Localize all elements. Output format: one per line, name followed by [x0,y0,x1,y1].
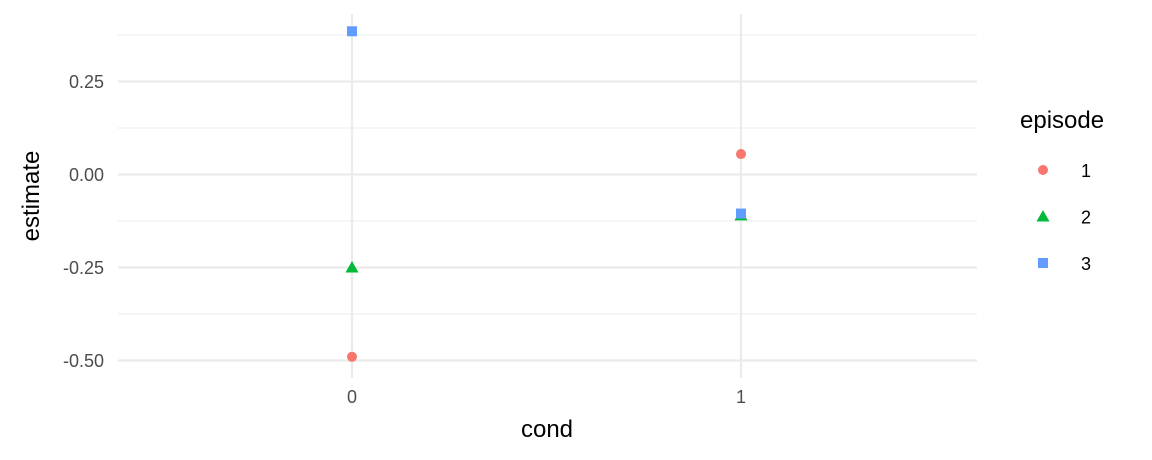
grid-lines [118,14,977,378]
y-axis-ticks: -0.50 -0.25 0.00 0.25 [63,72,104,371]
legend-key-3 [1038,258,1048,268]
data-point-episode-1 [736,149,746,160]
data-point-episode-3 [736,208,746,219]
y-tick-label: -0.50 [63,351,104,371]
data-points [345,26,748,362]
legend-title: episode [1020,107,1104,134]
y-tick-label: -0.25 [63,258,104,278]
legend-label: 3 [1081,254,1091,274]
y-tick-label: 0.00 [69,165,104,185]
legend-label: 2 [1081,208,1091,228]
legend-key-2 [1036,210,1050,222]
y-axis-title: estimate [18,151,45,242]
y-tick-label: 0.25 [69,72,104,92]
data-point-episode-2 [345,261,359,273]
data-point-episode-3 [347,26,357,37]
x-axis-title: cond [521,416,573,443]
legend-label: 1 [1081,161,1091,181]
data-point-episode-1 [347,351,357,362]
x-tick-label: 1 [736,387,746,407]
x-tick-label: 0 [347,387,357,407]
legend: episode 1 2 3 [1020,107,1104,274]
legend-key-1 [1038,165,1048,175]
